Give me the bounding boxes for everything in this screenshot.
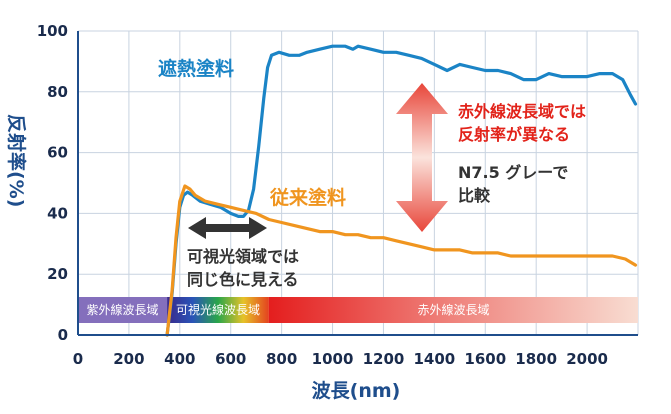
grid-lines xyxy=(78,30,639,335)
x-tick-label: 400 xyxy=(164,350,195,368)
sample-note-line1: N7.5 グレーで xyxy=(458,163,568,182)
series-lines xyxy=(165,44,638,337)
y-tick-label: 0 xyxy=(58,326,68,344)
band-bar xyxy=(167,297,269,323)
x-tick-label: 1600 xyxy=(464,350,506,368)
band-label: 可視光線波長域 xyxy=(176,302,260,317)
y-tick-label: 40 xyxy=(47,204,68,222)
x-tick-label: 1400 xyxy=(413,350,455,368)
x-tick-label: 200 xyxy=(113,350,144,368)
difference-arrow xyxy=(396,83,448,232)
series-line-heat xyxy=(165,44,638,337)
band-bar xyxy=(268,297,638,323)
x-tick-label: 1800 xyxy=(515,350,557,368)
x-tick-label: 2000 xyxy=(566,350,608,368)
x-tick-label: 1200 xyxy=(363,350,405,368)
wavelength-bands: 紫外線波長域 可視光線波長域 赤外線波長域 xyxy=(78,297,638,323)
y-tick-label: 60 xyxy=(47,144,68,162)
visible-note-line1: 可視光領域では xyxy=(187,247,299,266)
band-label: 赤外線波長域 xyxy=(417,302,489,317)
visible-note-line2: 同じ色に見える xyxy=(187,270,299,289)
y-tick-label: 100 xyxy=(37,22,68,40)
sample-note-line2: 比較 xyxy=(458,186,491,205)
x-axis-label: 波長(nm) xyxy=(312,379,401,402)
y-tick-labels: 0 20 40 60 80 100 xyxy=(37,22,68,344)
series-label-conventional: 従来塗料 xyxy=(269,186,346,209)
band-bar-shade xyxy=(78,297,168,323)
y-axis-label-text: 反射率(%) xyxy=(5,114,28,207)
series-line-conventional xyxy=(165,184,638,337)
y-tick-label: 20 xyxy=(47,265,68,283)
visible-range-arrow xyxy=(188,217,267,239)
x-tick-label: 800 xyxy=(266,350,297,368)
x-tick-label: 0 xyxy=(73,350,83,368)
infrared-note-line1: 赤外線波長域では xyxy=(458,102,586,121)
infrared-note-line2: 反射率が異なる xyxy=(458,125,570,144)
x-tick-label: 1000 xyxy=(312,350,354,368)
band-bar xyxy=(78,297,168,323)
x-tick-labels: 0 200 400 600 800 1000 1200 1400 1600 1800 2000 xyxy=(73,350,608,368)
x-tick-label: 600 xyxy=(215,350,246,368)
y-axis-label: 反射率(%) xyxy=(5,114,28,207)
band-label: 紫外線波長域 xyxy=(87,302,159,317)
y-tick-label: 80 xyxy=(47,83,68,101)
series-label-heat: 遮熱塗料 xyxy=(158,57,234,80)
